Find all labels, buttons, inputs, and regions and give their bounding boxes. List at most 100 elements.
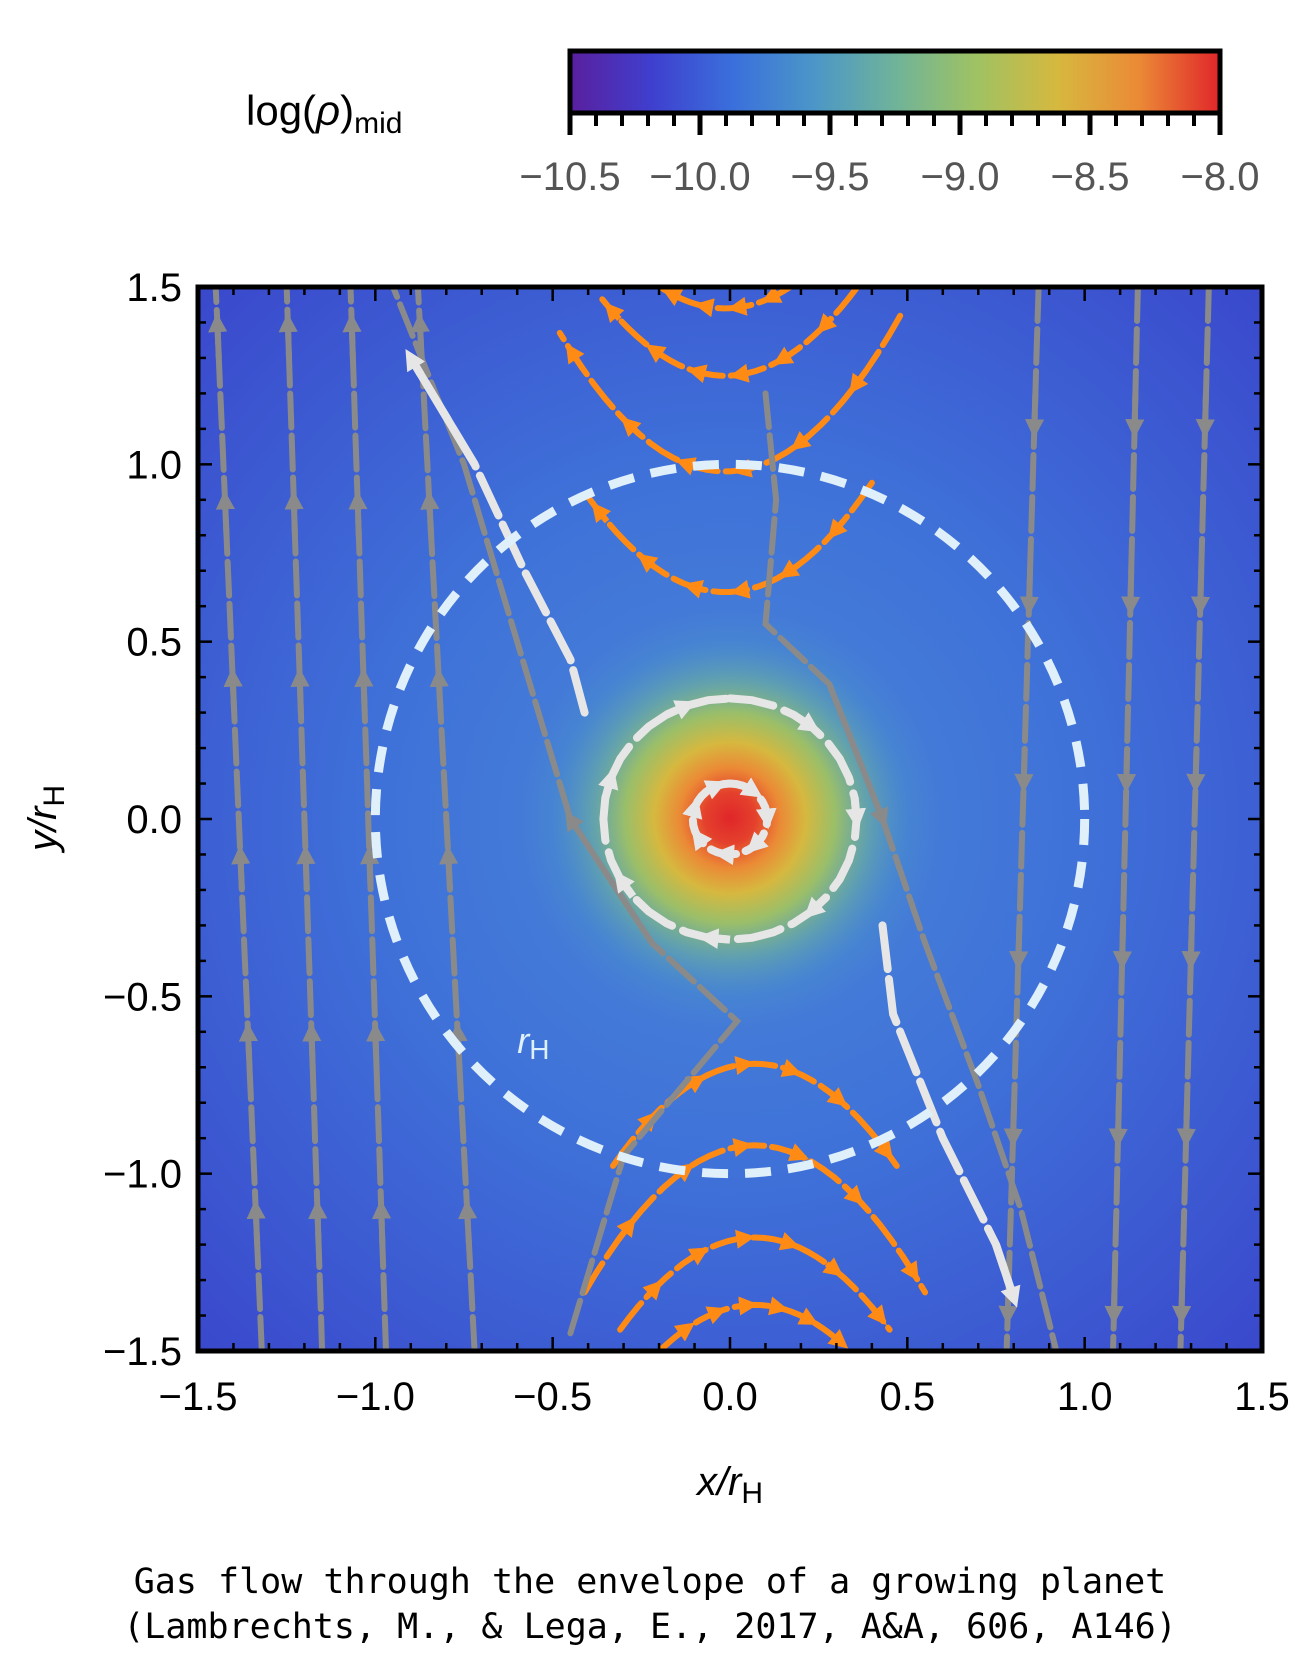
horseshoe-streamline-arrow <box>686 364 708 384</box>
circulating-streamline-arrow <box>713 844 735 866</box>
passing-streamline-arrow <box>246 1199 266 1245</box>
passing-streamline-arrow <box>1112 925 1132 971</box>
horseshoe-streamline-arrow <box>735 1229 756 1249</box>
passing-streamline-arrow <box>1014 747 1034 794</box>
passing-streamline-arrow <box>360 844 380 891</box>
y-tick-label: −1.5 <box>103 1330 182 1374</box>
plot-area: rH −1.5 −1.0 −0.5 0.0 0.5 1.0 1.5 1.5 1.0 0.5 0.0… <box>21 266 1290 1510</box>
passing-streamline-arrow <box>348 490 368 536</box>
horseshoe-streamline <box>556 312 904 475</box>
horseshoe-streamline-arrow <box>727 296 748 316</box>
y-tick-label: 0.5 <box>126 621 182 665</box>
x-tick-label: 0.5 <box>880 1375 936 1419</box>
horseshoe-streamline-arrow <box>694 298 715 318</box>
passing-streamline-arrow <box>308 1199 328 1245</box>
horseshoe-streamline-arrow <box>778 559 801 579</box>
caption-line-2: (Lambrechts, M., & Lega, E., 2017, A&A, … <box>123 1607 1177 1647</box>
passing-streamline-arrow <box>296 844 316 891</box>
horseshoe-streamline-arrow <box>637 1111 658 1133</box>
x-tick-label: 1.5 <box>1234 1375 1290 1419</box>
horseshoe-streamline-arrow <box>843 1184 864 1205</box>
horseshoe-streamline-arrow <box>682 580 705 599</box>
passing-streamline-arrow <box>1186 747 1206 794</box>
y-tick-label: 0.0 <box>126 798 182 842</box>
streamlines <box>208 287 1215 1351</box>
colorbar-tick-label: −8.0 <box>1181 155 1260 199</box>
horseshoe-streamline-arrow <box>620 417 642 438</box>
separatrix-streamline-arrow <box>565 810 655 945</box>
circulating-streamline-arrow <box>791 711 821 733</box>
passing-streamline-arrow <box>457 1199 478 1245</box>
horseshoe-streamline-arrow <box>780 1058 802 1078</box>
horseshoe-streamline-arrow <box>849 368 869 394</box>
circulating-streamline <box>599 694 861 944</box>
outflow-streamline-arrow <box>992 1243 1021 1308</box>
horseshoe-streamline-arrow <box>738 1296 759 1316</box>
axis-ticks <box>196 285 1264 1353</box>
passing-streamline-arrow <box>223 667 243 713</box>
horseshoe-streamline-arrow <box>642 1280 663 1301</box>
circulating-streamline-arrow <box>803 893 830 919</box>
x-tick-label: −0.5 <box>513 1375 592 1419</box>
hill-sphere-circle <box>370 459 1090 1179</box>
passing-streamline <box>1003 287 1042 1351</box>
circulating-streamline-arrow <box>691 828 713 852</box>
horseshoe-streamline-arrow <box>687 1247 710 1266</box>
passing-streamline-arrow <box>1172 1279 1192 1326</box>
horseshoe-streamline-arrow <box>816 312 838 334</box>
passing-streamline-arrow <box>366 1022 386 1068</box>
horseshoe-streamline-arrow <box>673 1322 696 1342</box>
colorbar: log(ρ)mid −10.5 −10.0 −9.5 −9.0 −8.5 −8.0 <box>246 48 1260 199</box>
colorbar-ticks <box>567 113 1223 135</box>
passing-streamline-arrow <box>1181 925 1201 971</box>
horseshoe-streamline-arrow <box>730 579 751 599</box>
horseshoe-streamline-arrow <box>827 518 848 540</box>
passing-streamline <box>1177 287 1212 1351</box>
horseshoe-streamline-arrow <box>729 363 750 383</box>
passing-streamline <box>347 287 389 1351</box>
passing-streamline <box>283 287 326 1351</box>
horseshoe-streamline-arrow <box>767 1296 789 1316</box>
passing-streamline-arrow <box>238 1022 259 1068</box>
passing-streamline-arrow <box>1108 1102 1128 1148</box>
colorbar-gradient <box>567 48 1223 116</box>
circulating-streamline-arrow <box>746 831 769 854</box>
horseshoe-streamline-arrow <box>645 344 667 364</box>
passing-streamline-arrow <box>1009 925 1029 971</box>
y-tick-label: −0.5 <box>103 975 182 1019</box>
horseshoe-streamline-arrow <box>790 430 812 451</box>
passing-streamline-arrow <box>371 1199 392 1245</box>
passing-streamline-arrow <box>342 312 362 359</box>
horseshoe-streamline <box>581 1142 929 1296</box>
horseshoe-streamline-arrow <box>826 1086 848 1107</box>
colorbar-tick-label: −10.5 <box>519 155 620 199</box>
horseshoe-streamline-arrow <box>637 553 659 573</box>
horseshoe-streamline <box>585 479 875 595</box>
x-axis-label: x/rH <box>695 1460 763 1510</box>
y-axis-label: y/rH <box>21 785 71 854</box>
circulating-streamline-arrow <box>739 777 763 798</box>
circulating-streamline-arrow <box>755 807 777 830</box>
colorbar-label: log(ρ)mid <box>246 87 402 140</box>
horseshoe-streamline-arrow <box>787 1143 810 1162</box>
passing-streamline-arrow <box>278 312 298 359</box>
horseshoe-streamline-arrow <box>734 1056 755 1076</box>
passing-streamline <box>414 287 478 1351</box>
horseshoe-streamline-arrow <box>705 1306 727 1325</box>
circulating-streamline-arrow <box>703 780 727 800</box>
caption-line-1: Gas flow through the envelope of a growi… <box>134 1562 1167 1602</box>
horseshoe-streamline-arrow <box>899 1254 919 1282</box>
separatrix-streamline-arrow <box>826 683 888 828</box>
passing-streamline-arrow <box>1116 747 1137 794</box>
circulating-streamline-arrow <box>697 928 731 949</box>
passing-streamline-arrow <box>215 490 235 536</box>
passing-streamline-arrow <box>429 667 449 713</box>
horseshoe-streamline-arrow <box>772 346 795 365</box>
x-tick-label: 1.0 <box>1057 1375 1113 1419</box>
passing-streamline-arrow <box>1024 393 1045 439</box>
horseshoe-streamline-arrow <box>797 1307 819 1325</box>
y-tick-label: 1.5 <box>126 266 182 310</box>
passing-streamline-arrow <box>1125 393 1145 439</box>
horseshoe-streamline-arrow <box>684 1074 707 1094</box>
